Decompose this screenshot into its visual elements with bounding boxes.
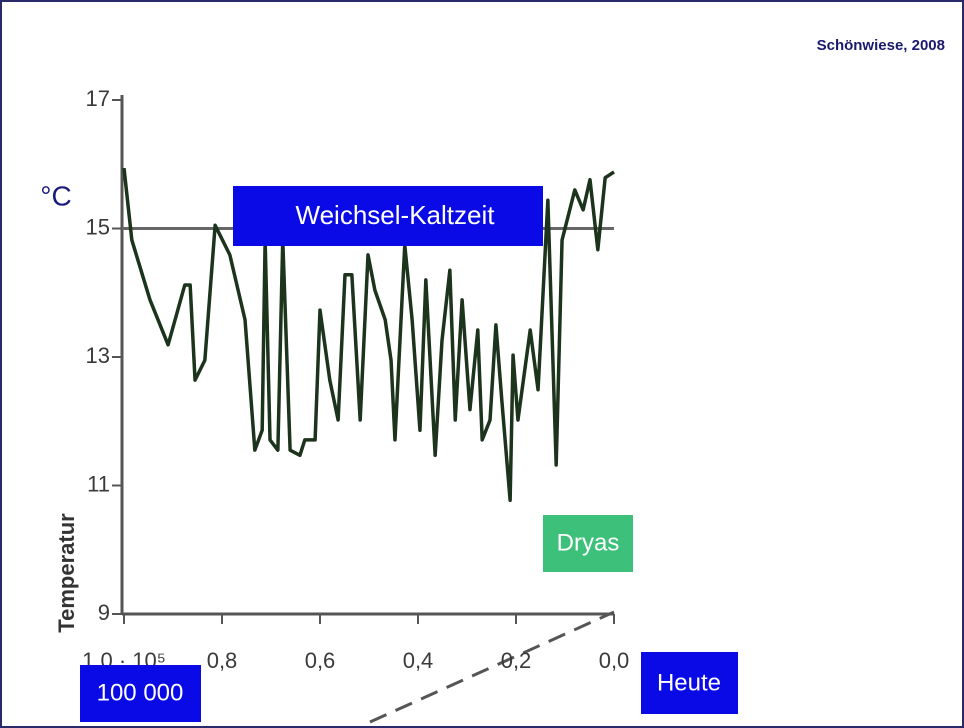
y-tick-label: 17: [86, 86, 110, 111]
y-tick-label: 9: [98, 600, 110, 625]
y-tick-label: 15: [86, 214, 110, 239]
y-tick-label: 11: [87, 471, 110, 496]
y-axis-title: Temperatur: [54, 513, 79, 633]
period-label: Weichsel-Kaltzeit: [296, 200, 496, 230]
end-box: [641, 652, 738, 714]
x-tick-label: 0,6: [305, 648, 336, 673]
x-tick-label: 0,4: [403, 648, 434, 673]
source: Schönwiese, 2008: [817, 37, 945, 54]
event-box: [543, 515, 633, 572]
x-tick-label: 0,0: [599, 648, 630, 673]
event-label: Dryas: [557, 529, 620, 556]
start-box: [80, 665, 201, 722]
period-box: [233, 186, 543, 246]
x-tick-label: 0,2: [501, 648, 532, 673]
dashed-line: [369, 610, 615, 724]
end-label: Heute: [657, 669, 721, 696]
start-label: 100 000: [97, 679, 184, 706]
x-tick-label: 0,8: [207, 648, 238, 673]
temperature-line: [122, 167, 615, 503]
y-tick-label: 13: [86, 343, 110, 368]
unit-label: °C: [40, 180, 71, 211]
